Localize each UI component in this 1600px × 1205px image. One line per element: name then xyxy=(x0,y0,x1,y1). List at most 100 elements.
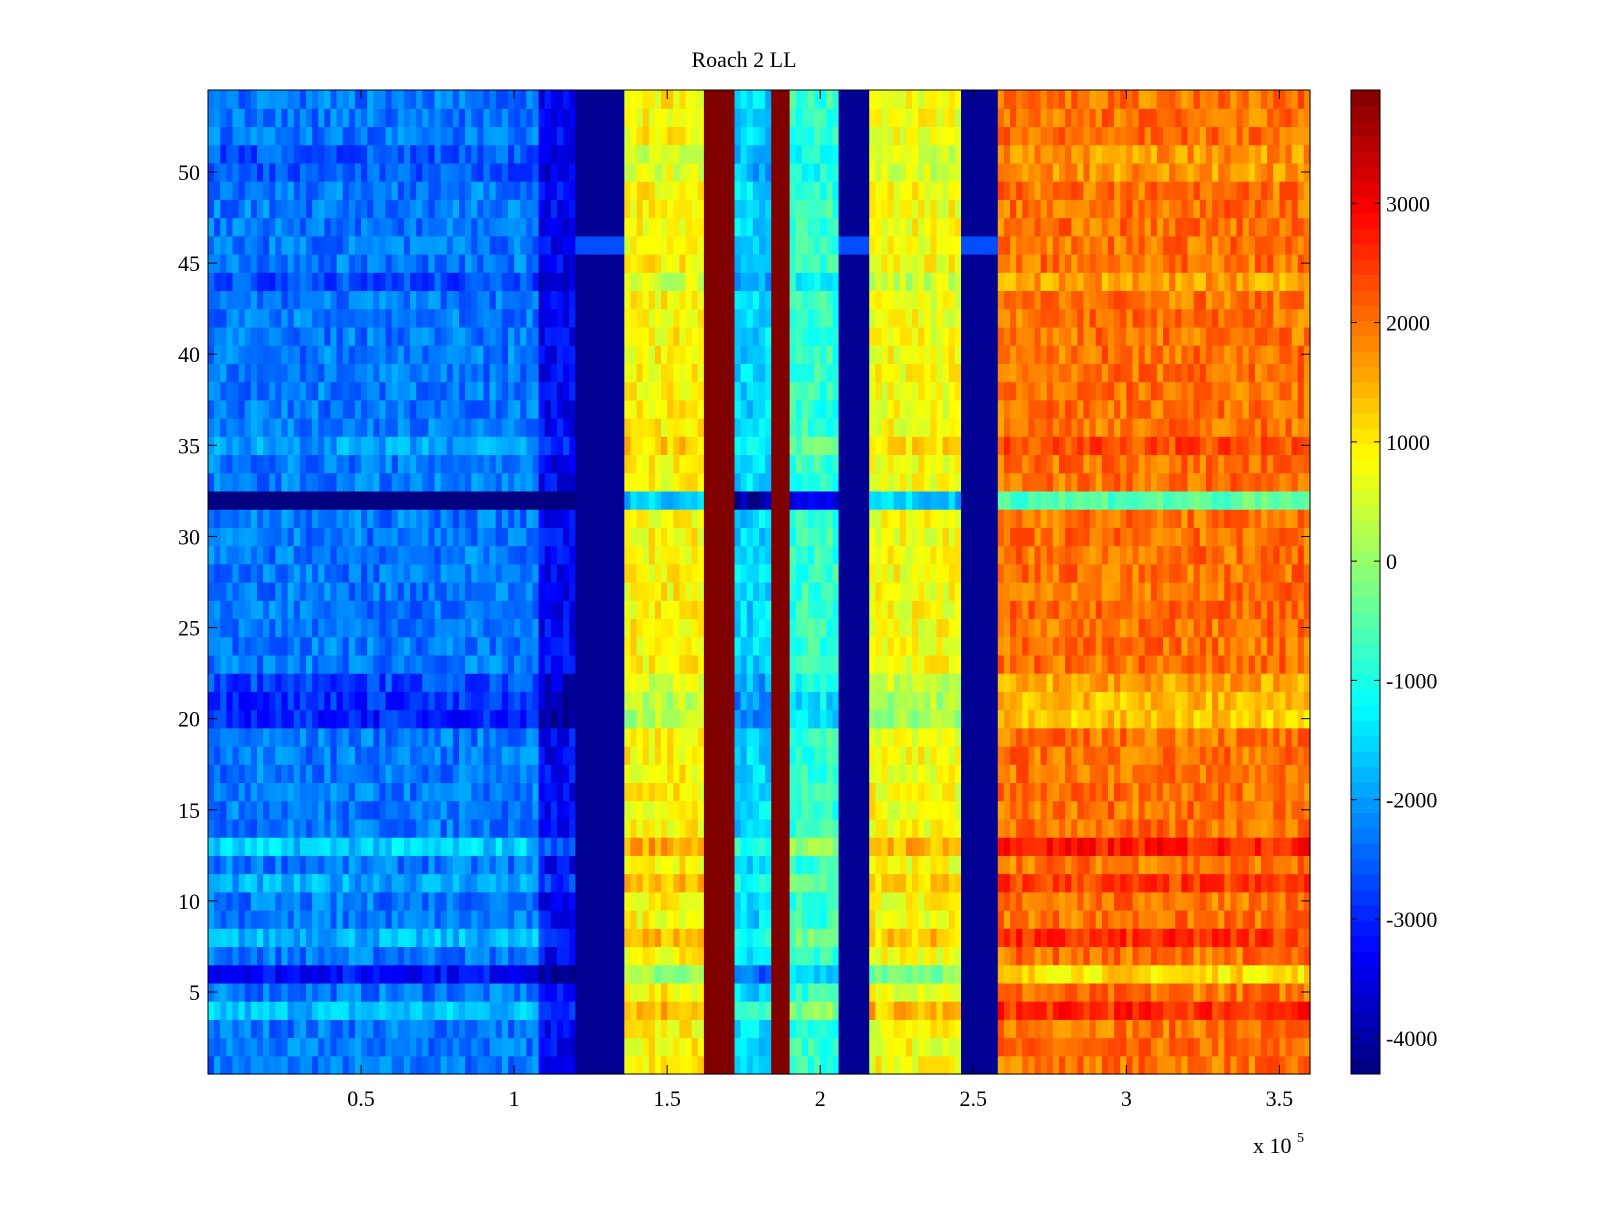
heatmap-cell xyxy=(936,654,944,674)
heatmap-cell xyxy=(526,946,534,966)
heatmap-cell xyxy=(1034,1001,1042,1020)
heatmap-cell xyxy=(991,964,999,984)
heatmap-cell xyxy=(459,727,466,747)
heatmap-cell xyxy=(556,764,564,784)
heatmap-cell xyxy=(869,600,876,620)
heatmap-cell xyxy=(324,964,332,984)
heatmap-cell xyxy=(410,1019,417,1039)
heatmap-cell xyxy=(1107,855,1115,875)
heatmap-cell xyxy=(961,946,968,966)
heatmap-cell xyxy=(318,600,325,620)
heatmap-cell xyxy=(918,691,925,711)
heatmap-cell xyxy=(728,873,736,893)
heatmap-cell xyxy=(1218,746,1225,765)
heatmap-cell xyxy=(373,673,381,692)
heatmap-cell xyxy=(532,691,540,711)
heatmap-cell xyxy=(275,873,283,893)
heatmap-cell xyxy=(544,727,552,747)
heatmap-cell xyxy=(685,746,693,765)
heatmap-cell xyxy=(1291,910,1299,929)
heatmap-cell xyxy=(379,837,387,856)
heatmap-cell xyxy=(550,654,558,674)
heatmap-cell xyxy=(336,709,344,729)
heatmap-cell xyxy=(1193,1019,1201,1039)
heatmap-cell xyxy=(1144,837,1152,856)
heatmap-cell xyxy=(801,982,809,1002)
heatmap-cell xyxy=(1034,910,1042,929)
heatmap-cell xyxy=(1010,800,1017,820)
heatmap-cell xyxy=(416,910,423,929)
heatmap-cell xyxy=(299,1001,307,1020)
heatmap-cell xyxy=(1303,1019,1311,1039)
heatmap-cell xyxy=(1212,1001,1219,1020)
heatmap-cell xyxy=(697,910,705,929)
heatmap-cell xyxy=(495,618,503,638)
heatmap-cell xyxy=(881,1001,889,1020)
heatmap-cell xyxy=(863,946,870,966)
heatmap-cell xyxy=(746,727,754,747)
heatmap-cell xyxy=(648,727,656,747)
heatmap-cell xyxy=(654,782,662,802)
heatmap-cell xyxy=(1028,837,1036,856)
heatmap-cell xyxy=(477,928,485,948)
heatmap-cell xyxy=(1010,1019,1017,1039)
heatmap-cell xyxy=(1175,946,1183,966)
heatmap-cell xyxy=(367,654,374,674)
heatmap-cell xyxy=(1114,636,1121,656)
heatmap-cell xyxy=(214,563,221,583)
heatmap-cell xyxy=(1132,800,1140,820)
heatmap-cell xyxy=(912,946,919,966)
heatmap-cell xyxy=(1120,982,1127,1002)
heatmap-cell xyxy=(654,837,662,856)
heatmap-cell xyxy=(287,636,295,656)
heatmap-cell xyxy=(1120,709,1127,729)
heatmap-cell xyxy=(1022,563,1029,583)
heatmap-cell xyxy=(1132,673,1140,692)
heatmap-cell xyxy=(1163,1055,1170,1075)
heatmap-cell xyxy=(220,691,227,711)
heatmap-cell xyxy=(361,982,368,1002)
heatmap-cell xyxy=(1267,636,1274,656)
heatmap-cell xyxy=(244,964,252,984)
heatmap-cell xyxy=(838,1037,846,1057)
heatmap-cell xyxy=(226,618,234,638)
heatmap-cell xyxy=(759,600,766,620)
heatmap-cell xyxy=(354,782,362,802)
heatmap-cell xyxy=(232,636,240,656)
heatmap-cell xyxy=(1083,928,1091,948)
heatmap-cell xyxy=(256,691,264,711)
heatmap-cell xyxy=(881,855,889,875)
heatmap-cell xyxy=(293,818,301,838)
heatmap-cell xyxy=(293,891,301,911)
heatmap-cell xyxy=(1199,654,1207,674)
heatmap-cell xyxy=(795,1019,803,1039)
heatmap-cell xyxy=(1083,1055,1091,1075)
heatmap-cell xyxy=(973,782,980,802)
heatmap-cell xyxy=(330,618,338,638)
heatmap-cell xyxy=(618,582,625,601)
heatmap-cell xyxy=(532,1055,540,1075)
heatmap-cell xyxy=(1040,727,1048,747)
heatmap-cell xyxy=(514,636,521,656)
heatmap-cell xyxy=(471,891,478,911)
heatmap-cell xyxy=(667,928,674,948)
heatmap-cell xyxy=(636,691,644,711)
heatmap-cell xyxy=(1138,600,1146,620)
heatmap-cell xyxy=(397,946,405,966)
heatmap-cell xyxy=(324,782,332,802)
heatmap-cell xyxy=(514,928,521,948)
heatmap-cell xyxy=(734,673,742,692)
heatmap-cell xyxy=(599,618,607,638)
heatmap-cell xyxy=(783,946,791,966)
heatmap-cell xyxy=(342,910,350,929)
heatmap-cell xyxy=(679,727,687,747)
heatmap-cell xyxy=(1016,636,1023,656)
heatmap-cell xyxy=(452,818,460,838)
heatmap-cell xyxy=(305,1001,313,1020)
heatmap-cell xyxy=(1065,982,1072,1002)
heatmap-cell xyxy=(985,654,993,674)
heatmap-cell xyxy=(710,982,717,1002)
heatmap-cell xyxy=(507,891,515,911)
heatmap-cell xyxy=(361,563,368,583)
heatmap-cell xyxy=(1120,873,1127,893)
